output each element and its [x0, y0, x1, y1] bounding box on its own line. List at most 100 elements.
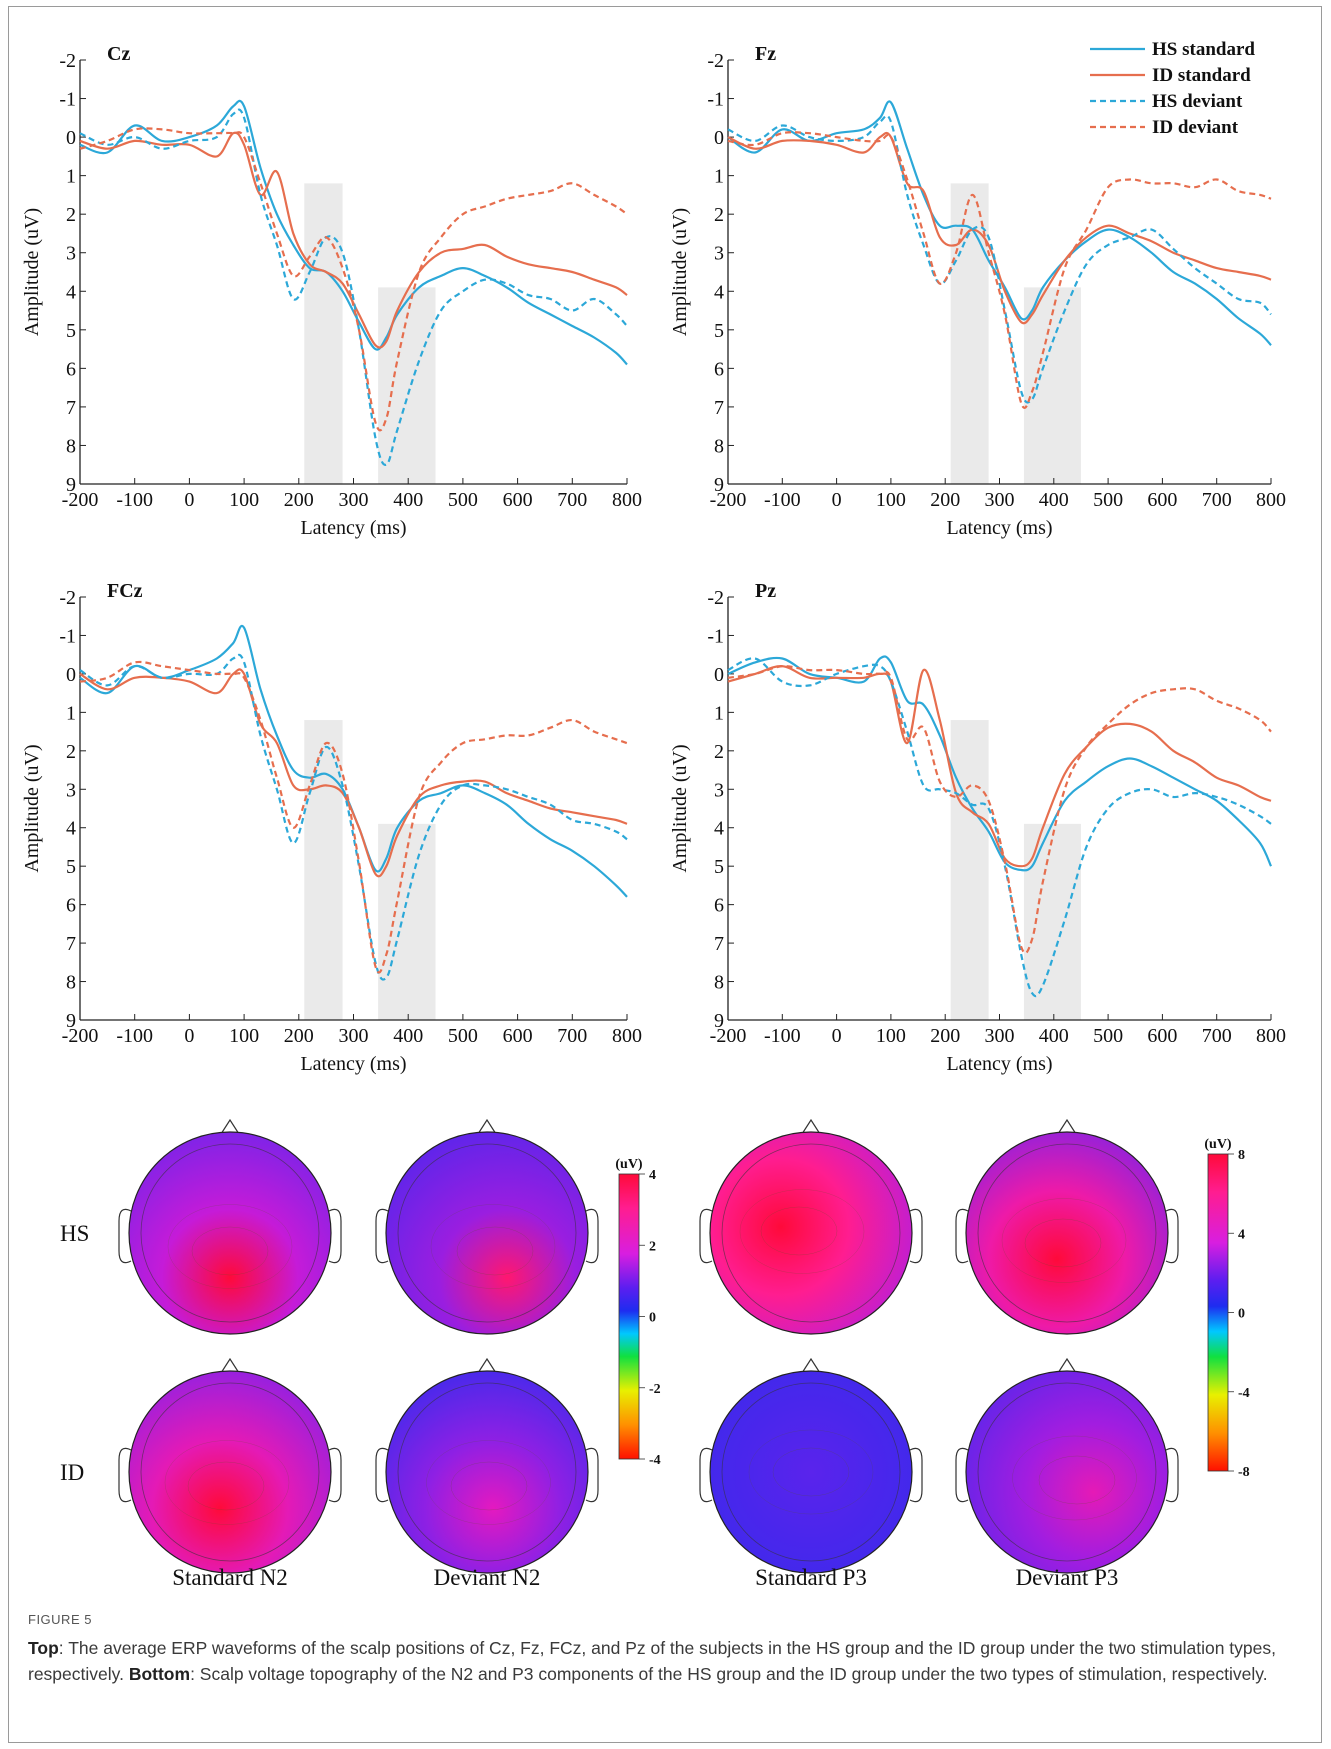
x-tick-label: 100	[876, 1025, 906, 1047]
y-tick-label: 5	[66, 856, 76, 878]
ear-left-icon	[955, 1447, 969, 1503]
x-tick-label: 700	[557, 1025, 587, 1047]
x-tick-label: 600	[503, 489, 533, 511]
contour-line	[1001, 1198, 1127, 1283]
ear-right-icon	[909, 1208, 923, 1264]
head-outline	[397, 1143, 577, 1323]
x-tick-label: 0	[184, 489, 194, 511]
contour-line	[1024, 1218, 1102, 1268]
legend-label: HS deviant	[1152, 91, 1243, 112]
y-tick-label: 9	[714, 474, 724, 496]
x-tick-label: 200	[930, 1025, 960, 1047]
y-axis-label: Amplitude (uV)	[669, 208, 691, 336]
colorbar-tick-label: -2	[649, 1382, 661, 1397]
contour-line	[164, 1440, 290, 1525]
nose-icon	[1057, 1357, 1077, 1374]
x-tick-label: -200	[710, 1025, 747, 1047]
ear-left-icon	[699, 1447, 713, 1503]
y-tick-label: 6	[714, 895, 724, 917]
ear-right-icon	[328, 1208, 342, 1264]
x-tick-label: 800	[612, 1025, 642, 1047]
x-tick-label: 700	[1202, 1025, 1232, 1047]
y-tick-label: 8	[714, 972, 724, 994]
scalp-surface	[385, 1131, 589, 1335]
x-tick-label: 800	[1256, 1025, 1286, 1047]
colorbar-unit: (uV)	[615, 1157, 643, 1172]
x-tick-label: 300	[985, 1025, 1015, 1047]
x-tick-label: 500	[448, 1025, 478, 1047]
y-axis-label: Amplitude (uV)	[669, 744, 691, 872]
scalp-map	[375, 1118, 599, 1335]
head-outline	[977, 1382, 1157, 1562]
ear-right-icon	[585, 1447, 599, 1503]
legend-label: ID deviant	[1152, 117, 1239, 138]
x-tick-label: 400	[393, 489, 423, 511]
column-label: Standard P3	[755, 1565, 867, 1590]
head-outline	[140, 1143, 320, 1323]
x-tick-label: 500	[1093, 489, 1123, 511]
panel-label: Fz	[755, 43, 776, 65]
series-line	[79, 668, 628, 878]
scalp-surface	[128, 1370, 332, 1574]
scalp-map	[375, 1357, 599, 1574]
x-tick-label: 700	[557, 489, 587, 511]
x-tick-label: 500	[448, 489, 478, 511]
x-tick-label: 600	[1147, 1025, 1177, 1047]
y-tick-label: 7	[66, 933, 76, 955]
series-line	[79, 653, 628, 981]
y-tick-label: 4	[714, 818, 724, 840]
scalp-surface	[709, 1131, 913, 1335]
series-line	[79, 127, 628, 432]
colorbar-tick-label: -8	[1238, 1465, 1250, 1480]
x-tick-label: 600	[503, 1025, 533, 1047]
x-tick-label: 500	[1093, 1025, 1123, 1047]
scalp-map	[699, 1357, 923, 1574]
y-tick-label: 3	[714, 243, 724, 265]
y-tick-label: 1	[714, 702, 724, 724]
scalp-surface	[128, 1131, 332, 1335]
y-tick-label: 9	[66, 1010, 76, 1032]
erp-chart-cz: -2 -1 0 1 2 3 4 5 6 7 8 9-200 -100 0 100 200 300 400 500 60…	[21, 43, 642, 539]
colorbar-tick-label: 4	[649, 1168, 656, 1183]
ear-right-icon	[1165, 1447, 1179, 1503]
y-tick-label: -1	[59, 89, 76, 111]
contour-line	[760, 1206, 838, 1256]
y-axis-label: Amplitude (uV)	[21, 744, 43, 872]
y-tick-label: 6	[66, 358, 76, 380]
panel-label: Pz	[755, 580, 776, 602]
x-tick-label: 0	[832, 489, 842, 511]
colorbar-n2: (uV) 4 2 0 -2 -4	[615, 1157, 660, 1468]
erp-chart-pz: -2 -1 0 1 2 3 4 5 6 7 8 9-200 -100 0 100 200 300 400 500 60…	[669, 580, 1286, 1075]
x-axis-label: Latency (ms)	[300, 1053, 406, 1075]
ear-right-icon	[328, 1447, 342, 1503]
colorbar-tick-label: 0	[1238, 1307, 1245, 1322]
y-tick-label: -2	[707, 587, 724, 609]
x-tick-label: 300	[985, 489, 1015, 511]
y-tick-label: 4	[66, 818, 76, 840]
nose-icon	[220, 1118, 240, 1135]
y-tick-label: -1	[707, 89, 724, 111]
x-axis-label: Latency (ms)	[946, 517, 1052, 539]
x-tick-label: 300	[339, 1025, 369, 1047]
y-tick-label: 6	[714, 358, 724, 380]
topography-maps: HS ID Standard N2 Deviant N2 Standard P3 Devi…	[60, 1118, 1250, 1590]
y-tick-label: 4	[66, 281, 76, 303]
analysis-window	[378, 287, 436, 484]
x-tick-label: -200	[62, 489, 99, 511]
x-tick-label: 100	[229, 1025, 259, 1047]
colorbar-tick-label: 8	[1238, 1148, 1245, 1163]
series-line	[727, 665, 1272, 868]
caption-text: Top: The average ERP waveforms of the sc…	[28, 1635, 1298, 1687]
nose-icon	[801, 1118, 821, 1135]
scalp-surface	[965, 1370, 1169, 1574]
series-line	[79, 624, 628, 898]
scalp-map	[118, 1118, 342, 1335]
y-tick-label: -2	[59, 50, 76, 72]
analysis-window	[950, 720, 989, 1020]
ear-right-icon	[585, 1208, 599, 1264]
figure-caption: FIGURE 5 Top: The average ERP waveforms …	[28, 1612, 1298, 1687]
scalp-map	[118, 1357, 342, 1574]
series-line	[727, 131, 1272, 325]
x-tick-label: 0	[832, 1025, 842, 1047]
